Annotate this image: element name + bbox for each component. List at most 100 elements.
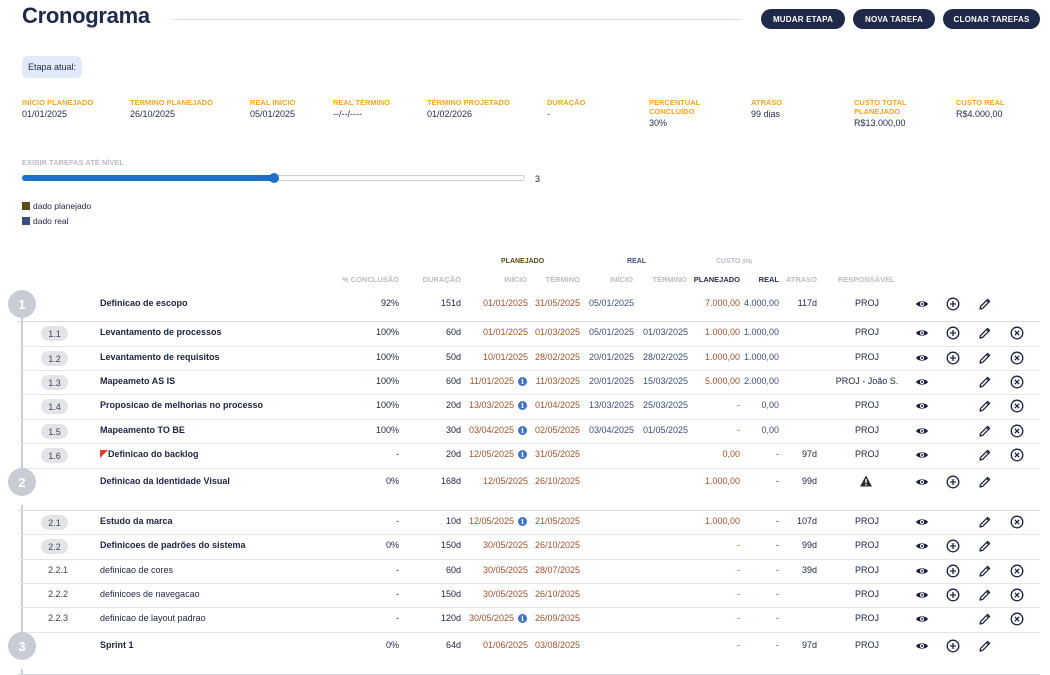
close-circle-icon[interactable] — [1010, 375, 1024, 389]
eye-icon[interactable] — [915, 475, 929, 489]
task-row[interactable] — [18, 584, 1040, 608]
task-row[interactable] — [18, 608, 1040, 633]
col-header-custo-plan[interactable]: PLANEJADO — [693, 275, 740, 284]
task-name[interactable]: Mapeameto AS IS — [100, 376, 175, 386]
pencil-icon[interactable] — [978, 515, 992, 529]
close-circle-icon[interactable] — [1010, 515, 1024, 529]
task-row[interactable] — [18, 535, 1040, 560]
task-name-text: Levantamento de processos — [100, 327, 222, 337]
current-stage-chip[interactable]: Etapa atual: — [22, 56, 82, 78]
task-row[interactable] — [18, 395, 1040, 420]
task-row[interactable] — [18, 469, 1040, 511]
col-header-inicio-plan[interactable]: INÍCIO — [504, 275, 527, 284]
task-name[interactable]: Definicao de escopo — [100, 298, 188, 308]
close-circle-icon[interactable] — [1010, 612, 1024, 626]
pencil-icon[interactable] — [978, 539, 992, 553]
info-icon[interactable]: i — [518, 426, 527, 435]
real-cost: - — [776, 449, 779, 459]
eye-icon[interactable] — [915, 351, 929, 365]
task-name[interactable]: Definicoes de padrões do sistema — [100, 540, 246, 550]
plus-circle-icon[interactable] — [946, 297, 960, 311]
col-header-atraso[interactable]: ATRASO — [785, 275, 817, 284]
new-task-button[interactable]: NOVA TAREFA — [853, 9, 935, 29]
task-name[interactable]: Mapeamento TO BE — [100, 425, 185, 435]
pencil-icon[interactable] — [978, 448, 992, 462]
info-icon[interactable]: i — [518, 377, 527, 386]
task-row[interactable] — [18, 371, 1040, 395]
plus-circle-icon[interactable] — [946, 475, 960, 489]
plus-circle-icon[interactable] — [946, 564, 960, 578]
task-name[interactable]: definicao de layout padrao — [100, 613, 206, 623]
level-slider-thumb[interactable] — [269, 173, 279, 183]
clone-tasks-button[interactable]: CLONAR TAREFAS — [943, 9, 1040, 29]
pencil-icon[interactable] — [978, 612, 992, 626]
eye-icon[interactable] — [915, 539, 929, 553]
task-row[interactable] — [18, 291, 1040, 322]
col-header-termino-plan[interactable]: TÉRMINO — [545, 275, 580, 284]
task-name-text: Mapeamento TO BE — [100, 425, 185, 435]
task-name[interactable]: Sprint 1 — [100, 640, 134, 650]
info-icon[interactable]: i — [518, 401, 527, 410]
pencil-icon[interactable] — [978, 639, 992, 653]
task-name[interactable]: Estudo da marca — [100, 516, 173, 526]
close-circle-icon[interactable] — [1010, 448, 1024, 462]
pencil-icon[interactable] — [978, 399, 992, 413]
eye-icon[interactable] — [915, 515, 929, 529]
eye-icon[interactable] — [915, 375, 929, 389]
duration: 20d — [445, 449, 461, 459]
close-circle-icon[interactable] — [1010, 588, 1024, 602]
task-name[interactable]: Levantamento de requisitos — [100, 352, 220, 362]
eye-icon[interactable] — [915, 326, 929, 340]
close-circle-icon[interactable] — [1010, 326, 1024, 340]
eye-icon[interactable] — [915, 588, 929, 602]
task-row[interactable] — [18, 347, 1040, 371]
col-header-custo-real[interactable]: REAL — [758, 275, 779, 284]
close-circle-icon[interactable] — [1010, 351, 1024, 365]
col-header-conclusao[interactable]: % CONCLUSÃO — [341, 275, 399, 284]
col-header-inicio-real[interactable]: INÍCIO — [610, 275, 633, 284]
task-name[interactable]: Levantamento de processos — [100, 327, 222, 337]
level-slider[interactable] — [22, 173, 525, 183]
info-icon[interactable]: i — [518, 614, 527, 623]
pencil-icon[interactable] — [978, 564, 992, 578]
pencil-icon[interactable] — [978, 424, 992, 438]
plus-circle-icon[interactable] — [946, 588, 960, 602]
plus-circle-icon[interactable] — [946, 639, 960, 653]
eye-icon[interactable] — [915, 564, 929, 578]
eye-icon[interactable] — [915, 424, 929, 438]
plus-circle-icon[interactable] — [946, 351, 960, 365]
info-icon[interactable]: i — [518, 517, 527, 526]
eye-icon[interactable] — [915, 639, 929, 653]
close-circle-icon[interactable] — [1010, 399, 1024, 413]
task-name[interactable]: definicao de cores — [100, 565, 173, 575]
change-stage-button[interactable]: MUDAR ETAPA — [761, 9, 845, 29]
eye-icon[interactable] — [915, 297, 929, 311]
col-header-duracao[interactable]: DURAÇÃO — [422, 275, 461, 284]
task-row[interactable] — [18, 420, 1040, 444]
task-name[interactable]: Proposicao de melhorias no processo — [100, 400, 263, 410]
col-header-termino-real[interactable]: TÉRMINO — [652, 275, 687, 284]
col-header-responsavel[interactable]: RESPONSÁVEL — [838, 275, 895, 284]
eye-icon[interactable] — [915, 399, 929, 413]
close-circle-icon[interactable] — [1010, 564, 1024, 578]
info-icon[interactable]: i — [518, 450, 527, 459]
eye-icon[interactable] — [915, 612, 929, 626]
task-name[interactable]: Definicao da Identidade Visual — [100, 476, 230, 486]
pencil-icon[interactable] — [978, 475, 992, 489]
plus-circle-icon[interactable] — [946, 539, 960, 553]
close-circle-icon[interactable] — [1010, 424, 1024, 438]
task-row[interactable] — [18, 444, 1040, 469]
task-row[interactable] — [18, 322, 1040, 347]
pencil-icon[interactable] — [978, 351, 992, 365]
task-name[interactable]: definicoes de navegacao — [100, 589, 200, 599]
warning-icon[interactable] — [859, 474, 873, 488]
pencil-icon[interactable] — [978, 297, 992, 311]
task-row[interactable] — [18, 560, 1040, 584]
pencil-icon[interactable] — [978, 326, 992, 340]
task-name[interactable]: Definicao do backlog — [100, 449, 199, 459]
task-row[interactable] — [18, 511, 1040, 535]
pencil-icon[interactable] — [978, 588, 992, 602]
eye-icon[interactable] — [915, 448, 929, 462]
pencil-icon[interactable] — [978, 375, 992, 389]
plus-circle-icon[interactable] — [946, 326, 960, 340]
